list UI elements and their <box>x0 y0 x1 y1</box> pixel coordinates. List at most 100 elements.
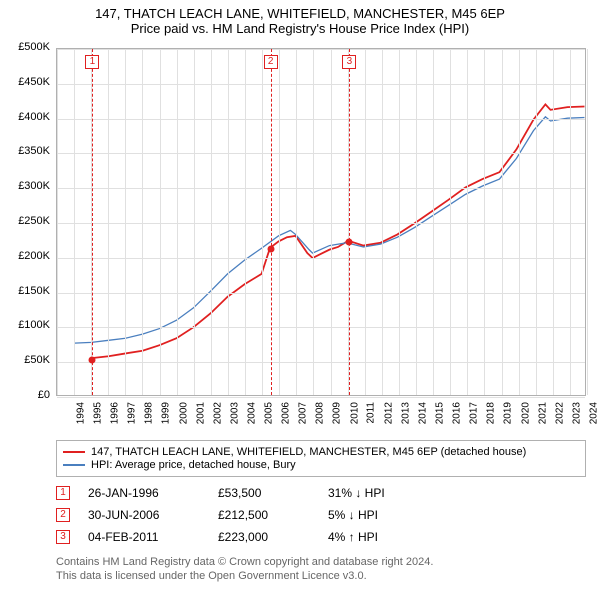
event-price: £53,500 <box>218 486 328 500</box>
footer-line-1: Contains HM Land Registry data © Crown c… <box>56 556 433 568</box>
x-tick-label: 1998 <box>144 402 155 424</box>
gridline-h <box>57 223 585 224</box>
x-tick-label: 2020 <box>520 402 531 424</box>
gridline-v <box>211 49 212 395</box>
gridline-v <box>536 49 537 395</box>
marker-vline <box>271 49 272 395</box>
gridline-v <box>587 49 588 395</box>
y-tick-label: £50K <box>0 354 50 366</box>
x-tick-label: 2018 <box>486 402 497 424</box>
event-number-box: 1 <box>56 486 70 500</box>
plot-area: 1 2 3 <box>56 48 586 396</box>
y-tick-label: £450K <box>0 76 50 88</box>
x-tick-label: 2000 <box>178 402 189 424</box>
x-tick-label: 2006 <box>280 402 291 424</box>
marker-vline <box>92 49 93 395</box>
marker-dot <box>346 238 353 245</box>
legend-label: 147, THATCH LEACH LANE, WHITEFIELD, MANC… <box>91 446 526 458</box>
y-tick-label: £0 <box>0 389 50 401</box>
gridline-v <box>279 49 280 395</box>
event-row: 230-JUN-2006£212,5005% ↓ HPI <box>56 508 438 522</box>
chart-subtitle: Price paid vs. HM Land Registry's House … <box>0 21 600 40</box>
x-tick-label: 2001 <box>195 402 206 424</box>
gridline-v <box>228 49 229 395</box>
gridline-v <box>365 49 366 395</box>
x-tick-label: 2014 <box>417 402 428 424</box>
y-tick-label: £150K <box>0 285 50 297</box>
event-diff: 4% ↑ HPI <box>328 530 438 544</box>
marker-number-box: 2 <box>264 55 278 69</box>
gridline-v <box>142 49 143 395</box>
gridline-h <box>57 397 585 398</box>
gridline-v <box>484 49 485 395</box>
event-date: 26-JAN-1996 <box>88 486 218 500</box>
x-tick-label: 2024 <box>588 402 599 424</box>
gridline-v <box>125 49 126 395</box>
x-tick-label: 2008 <box>315 402 326 424</box>
series-line <box>75 117 585 343</box>
x-tick-label: 2012 <box>383 402 394 424</box>
legend-swatch <box>63 451 85 453</box>
gridline-v <box>553 49 554 395</box>
gridline-v <box>570 49 571 395</box>
gridline-v <box>382 49 383 395</box>
x-tick-label: 1994 <box>75 402 86 424</box>
gridline-v <box>433 49 434 395</box>
legend-box: 147, THATCH LEACH LANE, WHITEFIELD, MANC… <box>56 440 586 477</box>
gridline-h <box>57 188 585 189</box>
gridline-v <box>502 49 503 395</box>
gridline-h <box>57 119 585 120</box>
marker-dot <box>267 246 274 253</box>
gridline-v <box>108 49 109 395</box>
x-tick-label: 2023 <box>571 402 582 424</box>
x-tick-label: 2003 <box>229 402 240 424</box>
line-series-svg <box>57 49 585 395</box>
gridline-v <box>399 49 400 395</box>
event-row: 126-JAN-1996£53,50031% ↓ HPI <box>56 486 438 500</box>
event-number-box: 3 <box>56 530 70 544</box>
x-tick-label: 2021 <box>537 402 548 424</box>
y-tick-label: £400K <box>0 111 50 123</box>
event-date: 30-JUN-2006 <box>88 508 218 522</box>
gridline-v <box>57 49 58 395</box>
y-tick-label: £500K <box>0 41 50 53</box>
marker-number-box: 1 <box>85 55 99 69</box>
gridline-v <box>74 49 75 395</box>
x-tick-label: 2011 <box>365 402 376 424</box>
legend-item: 147, THATCH LEACH LANE, WHITEFIELD, MANC… <box>63 446 579 458</box>
event-row: 304-FEB-2011£223,0004% ↑ HPI <box>56 530 438 544</box>
gridline-v <box>262 49 263 395</box>
event-date: 04-FEB-2011 <box>88 530 218 544</box>
gridline-v <box>313 49 314 395</box>
gridline-v <box>519 49 520 395</box>
x-tick-label: 2005 <box>263 402 274 424</box>
gridline-v <box>194 49 195 395</box>
x-tick-label: 2017 <box>468 402 479 424</box>
marker-vline <box>349 49 350 395</box>
gridline-h <box>57 84 585 85</box>
x-tick-label: 1995 <box>92 402 103 424</box>
gridline-v <box>416 49 417 395</box>
gridline-h <box>57 153 585 154</box>
marker-number-box: 3 <box>342 55 356 69</box>
legend-label: HPI: Average price, detached house, Bury <box>91 459 296 471</box>
gridline-v <box>467 49 468 395</box>
x-tick-label: 2009 <box>332 402 343 424</box>
chart-title: 147, THATCH LEACH LANE, WHITEFIELD, MANC… <box>0 0 600 21</box>
gridline-h <box>57 258 585 259</box>
gridline-h <box>57 293 585 294</box>
gridline-h <box>57 49 585 50</box>
gridline-h <box>57 327 585 328</box>
x-tick-label: 2015 <box>434 402 445 424</box>
x-tick-label: 2002 <box>212 402 223 424</box>
gridline-v <box>177 49 178 395</box>
gridline-v <box>245 49 246 395</box>
y-tick-label: £200K <box>0 250 50 262</box>
x-tick-label: 1997 <box>127 402 138 424</box>
x-tick-label: 2007 <box>298 402 309 424</box>
event-price: £212,500 <box>218 508 328 522</box>
x-tick-label: 1996 <box>109 402 120 424</box>
x-tick-label: 1999 <box>161 402 172 424</box>
event-number-box: 2 <box>56 508 70 522</box>
gridline-v <box>331 49 332 395</box>
